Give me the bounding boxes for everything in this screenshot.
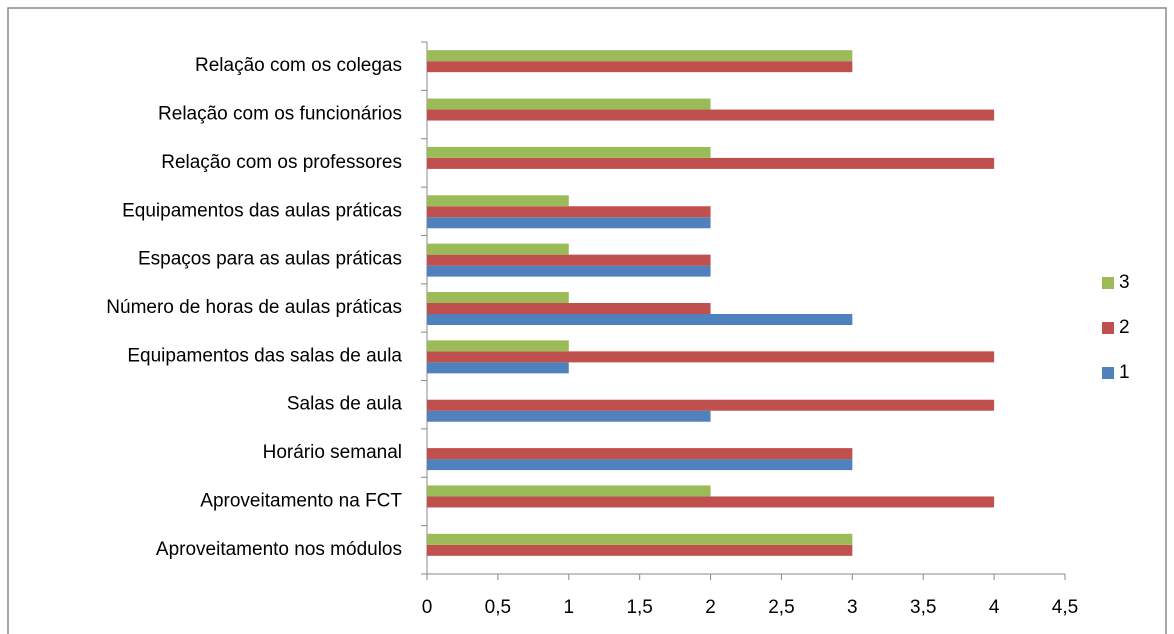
bar bbox=[427, 485, 711, 497]
y-tick-label: Salas de aula bbox=[287, 394, 403, 415]
bar bbox=[427, 292, 569, 303]
x-tick-label: 4,5 bbox=[1052, 597, 1078, 618]
bar bbox=[427, 544, 853, 556]
x-tick-label: 3 bbox=[847, 597, 858, 618]
bar bbox=[427, 109, 995, 121]
x-tick-label: 3,5 bbox=[910, 597, 936, 618]
bar bbox=[427, 351, 995, 363]
y-tick-label: Relação com os colegas bbox=[195, 55, 402, 76]
x-tick-label: 0 bbox=[422, 597, 433, 618]
bar bbox=[427, 146, 711, 158]
y-tick-label: Aproveitamento na FCT bbox=[200, 490, 402, 511]
legend-label: 1 bbox=[1119, 362, 1130, 383]
legend-label: 3 bbox=[1119, 272, 1130, 293]
y-tick-label: Relação com os funcionários bbox=[158, 104, 402, 125]
bar bbox=[427, 243, 569, 255]
bar bbox=[427, 50, 853, 62]
bar bbox=[427, 265, 711, 277]
bar bbox=[427, 314, 853, 325]
y-tick-label: Aproveitamento nos módulos bbox=[156, 539, 402, 560]
y-tick-label: Espaços para as aulas práticas bbox=[138, 249, 402, 270]
bar bbox=[427, 448, 853, 460]
x-tick-label: 0,5 bbox=[485, 597, 511, 618]
bar bbox=[427, 303, 711, 314]
x-tick-label: 1 bbox=[563, 597, 574, 618]
legend-label: 2 bbox=[1119, 317, 1130, 338]
bar bbox=[427, 61, 853, 73]
x-tick-label: 4 bbox=[989, 597, 1000, 618]
legend-swatch bbox=[1102, 277, 1114, 289]
y-tick-label: Equipamentos das aulas práticas bbox=[122, 200, 402, 221]
bar bbox=[427, 98, 711, 110]
y-tick-label: Número de horas de aulas práticas bbox=[106, 297, 402, 318]
x-tick-label: 1,5 bbox=[626, 597, 652, 618]
bar bbox=[427, 496, 995, 508]
legend-swatch bbox=[1102, 367, 1114, 379]
bar bbox=[427, 340, 569, 352]
x-tick-label: 2 bbox=[705, 597, 716, 618]
x-tick-label: 2,5 bbox=[768, 597, 794, 618]
bar bbox=[427, 254, 711, 266]
bar bbox=[427, 399, 995, 411]
legend-swatch bbox=[1102, 322, 1114, 334]
y-tick-label: Horário semanal bbox=[263, 442, 402, 463]
chart-border bbox=[7, 7, 1167, 634]
bar bbox=[427, 362, 569, 374]
y-tick-label: Equipamentos das salas de aula bbox=[127, 345, 402, 366]
bar bbox=[427, 206, 711, 218]
bar bbox=[427, 195, 569, 207]
bar bbox=[427, 459, 853, 471]
bar bbox=[427, 157, 995, 169]
y-tick-label: Relação com os professores bbox=[161, 152, 402, 173]
bar bbox=[427, 410, 711, 422]
bar bbox=[427, 533, 853, 545]
bar bbox=[427, 217, 711, 229]
